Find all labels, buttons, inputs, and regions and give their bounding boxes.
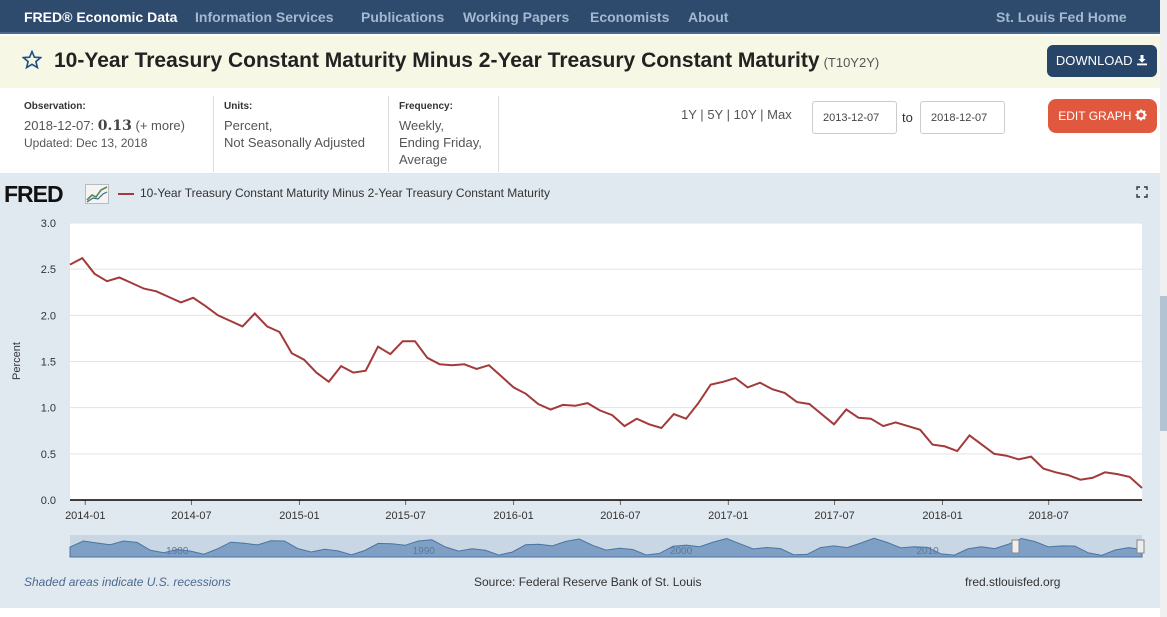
series-title-bar xyxy=(0,36,1167,88)
top-navigation: FRED® Economic Data Information Services… xyxy=(0,0,1167,34)
range-separator: | xyxy=(726,107,730,122)
units-block: Units: Percent, Not Seasonally Adjusted xyxy=(224,98,365,151)
meta-divider xyxy=(498,96,499,172)
range-1y-link[interactable]: 1Y xyxy=(681,107,697,122)
recession-note: Shaded areas indicate U.S. recessions xyxy=(24,575,231,589)
legend-swatch xyxy=(118,192,134,195)
x-tick-label: 2016-01 xyxy=(493,510,533,522)
observation-block: Observation: 2018-12-07: 0.13 (+ more) U… xyxy=(24,98,185,152)
nav-economists[interactable]: Economists xyxy=(590,9,670,25)
to-label: to xyxy=(902,110,913,125)
nav-working-papers[interactable]: Working Papers xyxy=(463,9,570,25)
nav-about[interactable]: About xyxy=(688,9,729,25)
x-tick-label: 2016-07 xyxy=(600,510,640,522)
observation-heading: Observation: xyxy=(24,101,86,112)
range-separator: | xyxy=(700,107,704,122)
series-title-text: 10-Year Treasury Constant Maturity Minus… xyxy=(54,49,820,72)
gear-icon xyxy=(1135,109,1147,121)
series-line-t10y2y xyxy=(69,256,1143,489)
units-line-2: Not Seasonally Adjusted xyxy=(224,135,365,150)
units-line-1: Percent, xyxy=(224,118,273,133)
observation-date: 2018-12-07: xyxy=(24,118,95,133)
page-scrollbar-thumb[interactable] xyxy=(1160,296,1167,431)
chart-legend: 10-Year Treasury Constant Maturity Minus… xyxy=(118,186,550,200)
y-axis-label: Percent xyxy=(11,342,23,380)
edit-graph-button[interactable]: EDIT GRAPH xyxy=(1048,99,1157,133)
source-note: Source: Federal Reserve Bank of St. Loui… xyxy=(474,575,702,589)
range-separator: | xyxy=(760,107,764,122)
series-id: (T10Y2Y) xyxy=(823,55,880,70)
fred-logo: FRED xyxy=(4,181,64,207)
fred-logo-chart-icon xyxy=(85,184,109,204)
site-link[interactable]: fred.stlouisfed.org xyxy=(965,575,1061,589)
nav-st-louis-fed-home[interactable]: St. Louis Fed Home xyxy=(996,9,1127,25)
x-tick-label: 2017-07 xyxy=(814,510,854,522)
y-tick-label: 1.0 xyxy=(41,403,56,415)
range-10y-link[interactable]: 10Y xyxy=(733,107,757,122)
nav-information-services[interactable]: Information Services xyxy=(195,9,334,25)
navigator-handle-right[interactable] xyxy=(1136,539,1145,554)
observation-value: 0.13 xyxy=(97,118,132,134)
range-5y-link[interactable]: 5Y xyxy=(707,107,723,122)
range-max-link[interactable]: Max xyxy=(767,107,792,122)
x-tick-label: 2014-07 xyxy=(171,510,211,522)
frequency-line-2: Ending Friday, xyxy=(399,135,482,150)
navigator-year-label: 1990 xyxy=(413,546,436,557)
updated-date: Updated: Dec 13, 2018 xyxy=(24,136,148,150)
navigator-year-label: 1980 xyxy=(166,546,189,557)
frequency-line-3: Average xyxy=(399,152,448,167)
download-button[interactable]: DOWNLOAD xyxy=(1047,45,1157,77)
edit-graph-label: EDIT GRAPH xyxy=(1058,109,1132,123)
y-tick-label: 2.5 xyxy=(41,264,56,276)
page-title: 10-Year Treasury Constant Maturity Minus… xyxy=(54,49,879,73)
x-tick-label: 2014-01 xyxy=(65,510,105,522)
y-tick-label: 1.5 xyxy=(41,357,56,369)
navigator-year-label: 2010 xyxy=(916,546,939,557)
expand-icon[interactable] xyxy=(1136,186,1148,198)
nav-publications[interactable]: Publications xyxy=(361,9,445,25)
y-tick-label: 0.5 xyxy=(41,449,56,461)
date-range-presets: 1Y | 5Y | 10Y | Max xyxy=(681,107,792,122)
y-tick-label: 3.0 xyxy=(41,218,56,230)
frequency-block: Frequency: Weekly, Ending Friday, Averag… xyxy=(399,98,482,168)
fred-brand-link[interactable]: FRED® Economic Data xyxy=(24,9,178,25)
download-icon xyxy=(1137,55,1148,66)
end-date-input[interactable] xyxy=(920,101,1005,134)
star-icon[interactable] xyxy=(21,49,43,70)
line-chart: 0.0 0.5 1.0 1.5 2.0 2.5 3.0 2014-01 2014-07 2015… xyxy=(11,218,1145,558)
observation-more-link[interactable]: (+ more) xyxy=(135,118,185,133)
start-date-input[interactable] xyxy=(812,101,897,134)
frequency-heading: Frequency: xyxy=(399,101,453,112)
x-tick-label: 2018-07 xyxy=(1029,510,1069,522)
x-tick-label: 2015-07 xyxy=(385,510,425,522)
legend-label: 10-Year Treasury Constant Maturity Minus… xyxy=(140,186,550,200)
x-tick-label: 2015-01 xyxy=(279,510,319,522)
units-heading: Units: xyxy=(224,101,253,112)
navigator-year-label: 2000 xyxy=(670,546,693,557)
x-tick-label: 2018-01 xyxy=(922,510,962,522)
download-label: DOWNLOAD xyxy=(1055,53,1133,68)
navigator-handle-left[interactable] xyxy=(1011,539,1020,554)
navigator-area xyxy=(69,537,1143,558)
x-tick-label: 2017-01 xyxy=(708,510,748,522)
meta-divider xyxy=(388,96,389,172)
frequency-line-1: Weekly, xyxy=(399,118,445,133)
y-tick-label: 0.0 xyxy=(41,495,56,507)
meta-divider xyxy=(213,96,214,172)
y-tick-label: 2.0 xyxy=(41,310,56,322)
